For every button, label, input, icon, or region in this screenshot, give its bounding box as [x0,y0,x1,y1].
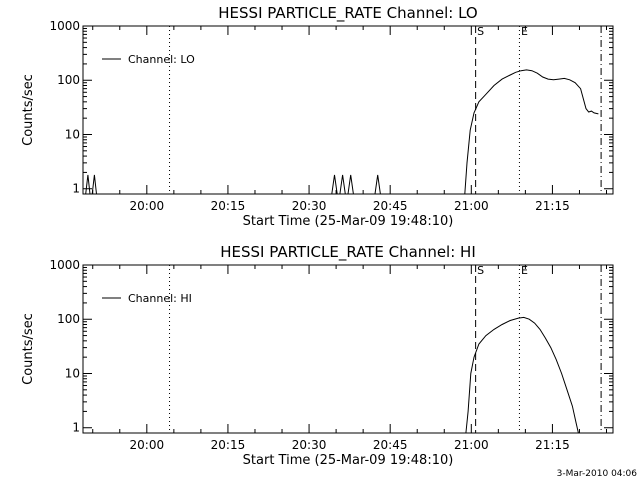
x-tick-label: 20:30 [292,199,327,213]
x-axis-label: Start Time (25-Mar-09 19:48:10) [243,214,454,229]
y-tick-label: 1000 [49,258,80,272]
event-marker-label: S [477,25,484,38]
y-axis-label: Counts/sec [21,74,36,146]
x-tick-label: 20:15 [211,438,246,452]
x-tick-label: 20:00 [130,438,165,452]
x-tick-label: 20:00 [130,199,165,213]
plot-frame [82,264,614,434]
y-tick-label: 10 [65,127,80,141]
y-tick-label: 100 [57,312,80,326]
chart-title: HESSI PARTICLE_RATE Channel: HI [220,243,476,262]
legend-label: Channel: HI [128,292,192,305]
x-tick-label: 21:15 [535,199,570,213]
y-tick-label: 10 [65,366,80,380]
x-axis-label: Start Time (25-Mar-09 19:48:10) [243,453,454,468]
event-marker-label: E [521,264,528,277]
x-tick-label: 20:45 [373,438,408,452]
y-tick-label: 1 [72,182,80,196]
event-marker-label: E [521,25,528,38]
x-tick-label: 21:00 [454,199,489,213]
chart-panel-lo: HESSI PARTICLE_RATE Channel: LO 20:00 20:1… [21,4,614,229]
x-tick-label: 21:15 [535,438,570,452]
x-tick-label: 20:30 [292,438,327,452]
x-tick-label: 21:00 [454,438,489,452]
series-line [83,69,599,195]
footer-timestamp: 3-Mar-2010 04:06 [557,469,638,479]
y-tick-label: 1 [72,421,80,435]
y-tick-label: 100 [57,73,80,87]
series-line [465,316,579,434]
plot-frame [82,25,614,195]
chart-panel-hi: HESSI PARTICLE_RATE Channel: HI 20:00 20:1… [21,243,614,468]
y-axis-label: Counts/sec [21,313,36,385]
x-tick-label: 20:15 [211,199,246,213]
legend-label: Channel: LO [128,53,195,66]
x-tick-label: 20:45 [373,199,408,213]
event-marker-label: S [477,264,484,277]
chart-title: HESSI PARTICLE_RATE Channel: LO [218,4,477,23]
y-tick-label: 1000 [49,19,80,33]
